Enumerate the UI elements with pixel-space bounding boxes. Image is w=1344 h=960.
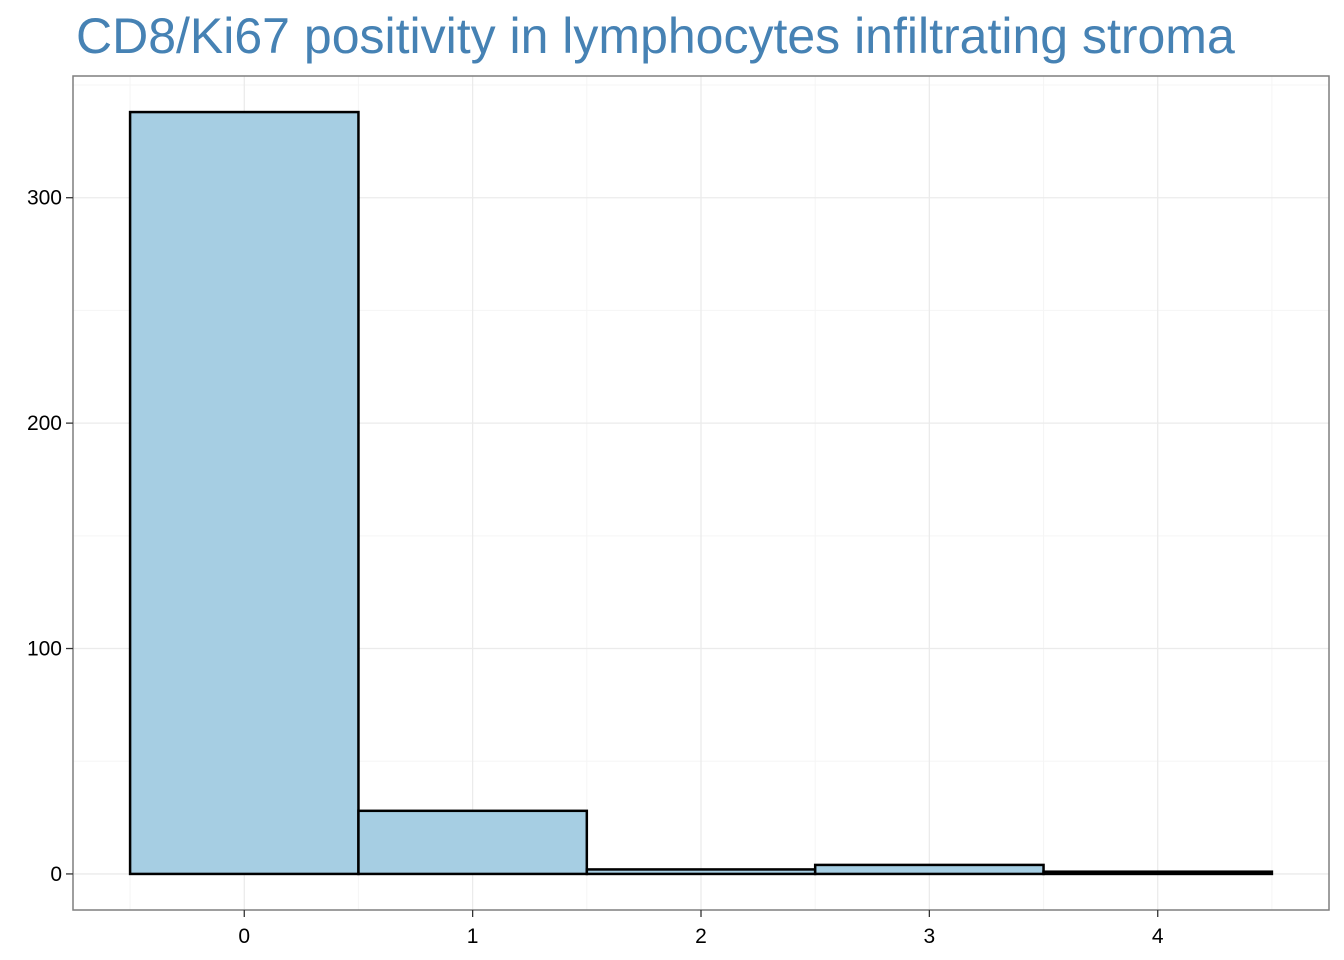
x-tick-label: 0	[238, 925, 250, 948]
y-tick-label: 200	[27, 412, 62, 435]
y-tick-label: 100	[27, 638, 62, 661]
bar-1	[357, 809, 589, 876]
chart-title: CD8/Ki67 positivity in lymphocytes infil…	[76, 8, 1235, 64]
axes: 0 1 2 3 4 0 100 200 300	[27, 187, 1164, 948]
x-tick-label: 1	[467, 925, 479, 948]
bar-3	[813, 863, 1045, 876]
x-tick-label: 2	[695, 925, 707, 948]
bar-2	[585, 868, 817, 876]
bar-0	[128, 110, 360, 876]
bars	[128, 110, 1274, 876]
bar-4	[1042, 870, 1274, 876]
y-tick-label: 0	[50, 863, 62, 886]
x-tick-label: 3	[924, 925, 936, 948]
y-tick-label: 300	[27, 187, 62, 210]
x-tick-label: 4	[1152, 925, 1164, 948]
